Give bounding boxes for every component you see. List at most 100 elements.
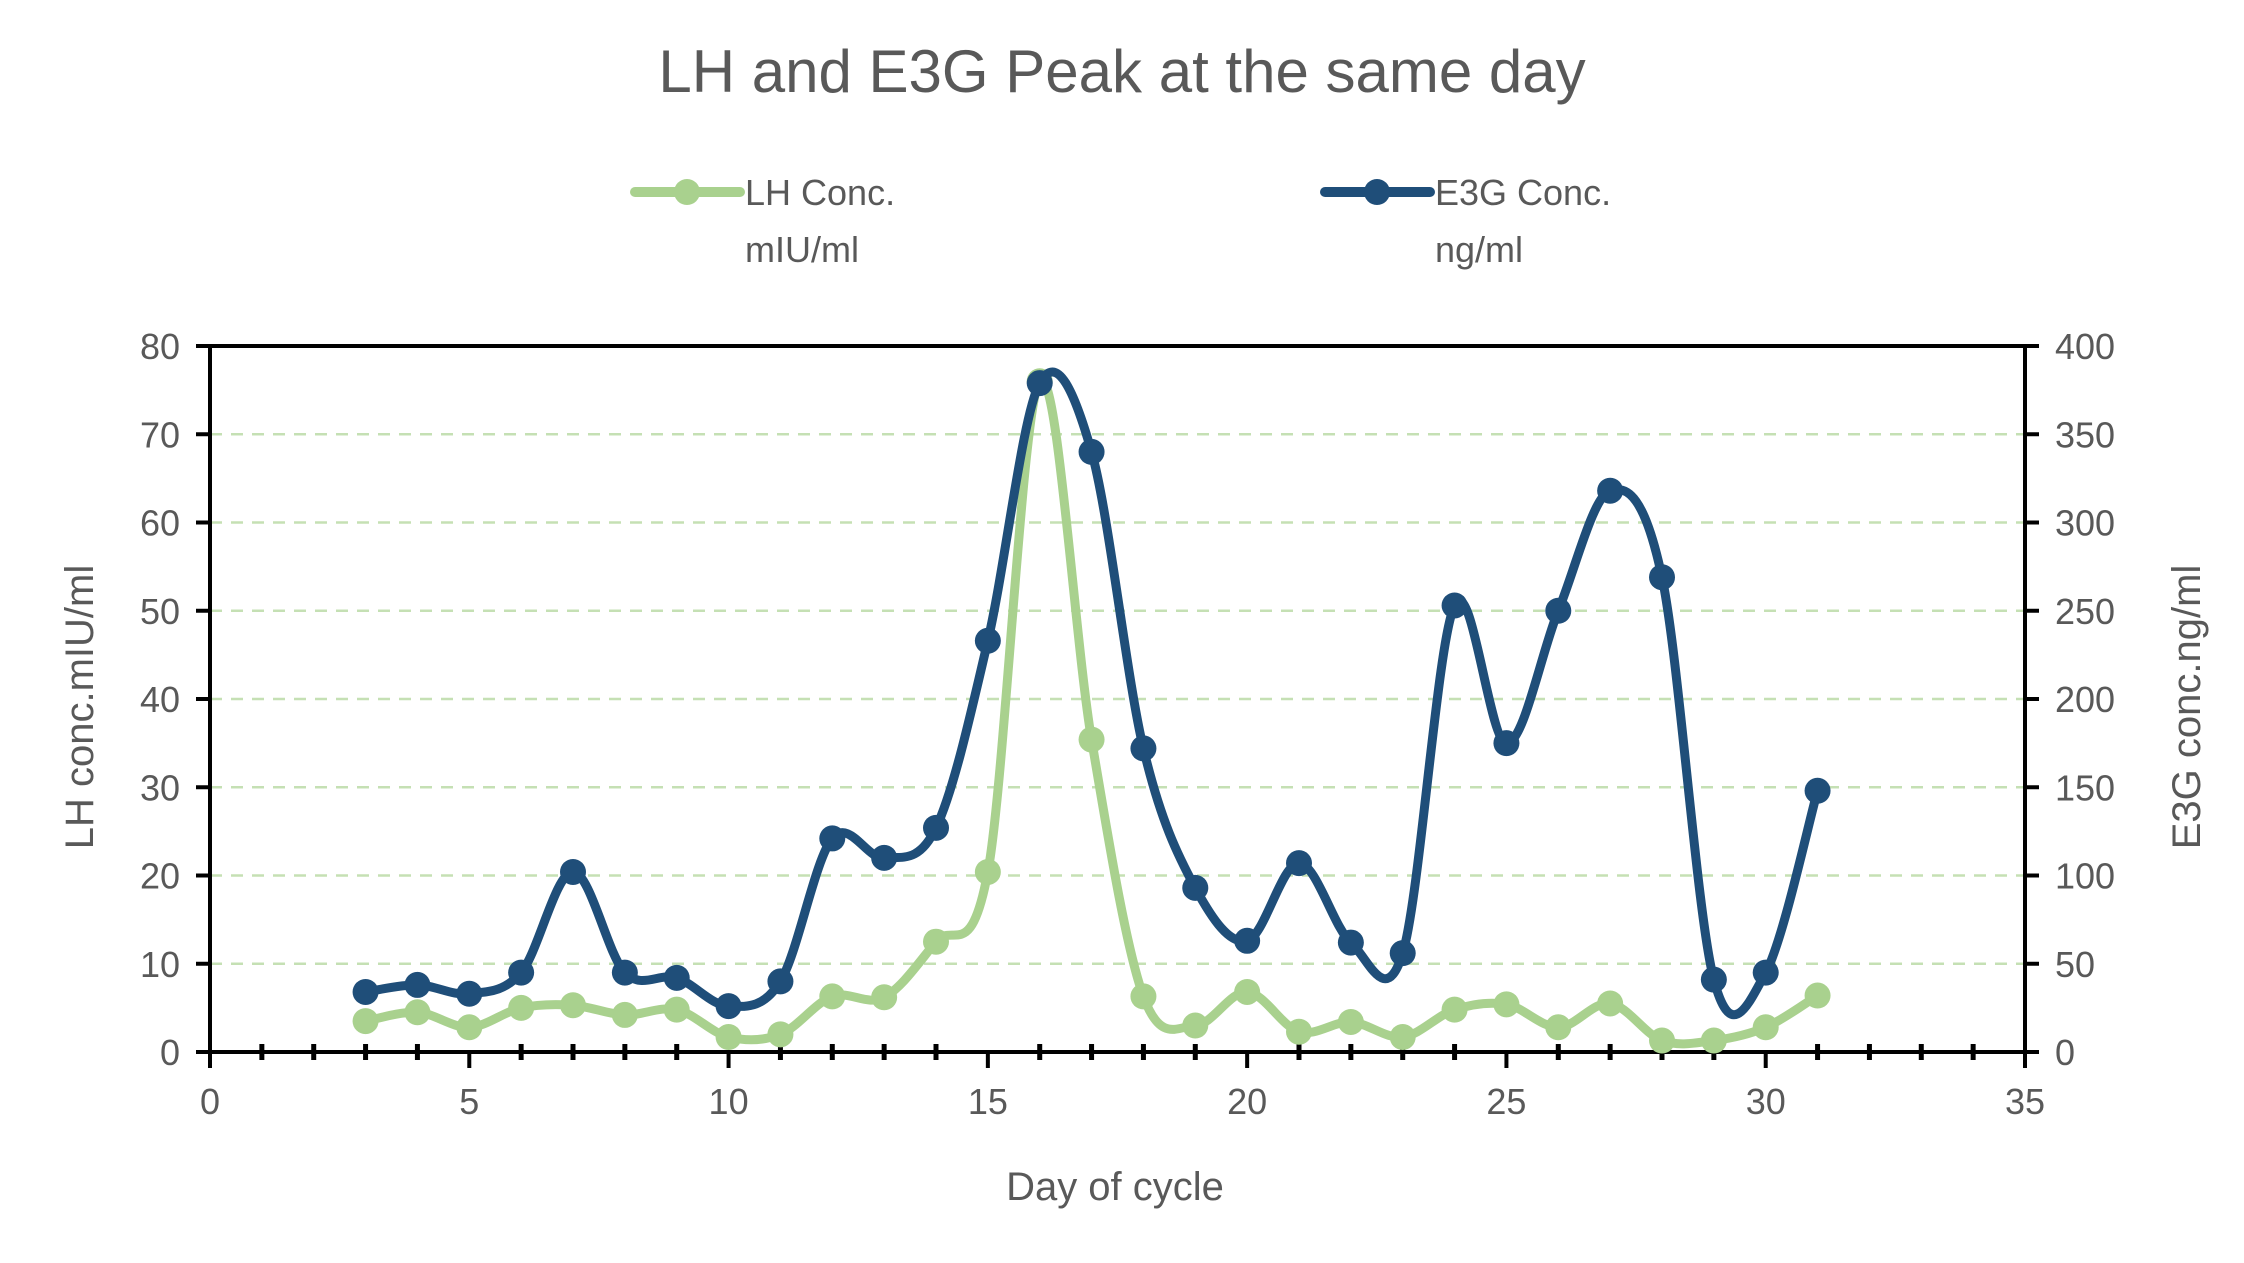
data-point-lh <box>1804 982 1831 1009</box>
x-tick-label: 15 <box>968 1081 1008 1122</box>
data-point-lh <box>1337 1008 1364 1035</box>
data-point-e3g <box>1545 597 1572 624</box>
data-point-lh <box>1597 990 1624 1017</box>
y-left-tick-label: 10 <box>140 944 180 985</box>
data-point-e3g <box>1597 477 1624 504</box>
x-tick-label: 25 <box>1486 1081 1526 1122</box>
y-right-tick-label: 350 <box>2055 414 2115 455</box>
series-line-e3g <box>361 367 1823 1020</box>
data-point-e3g <box>1026 370 1053 397</box>
legend-unit-lh: mIU/ml <box>745 229 859 270</box>
y-left-tick-label: 20 <box>140 856 180 897</box>
data-point-e3g <box>611 959 638 986</box>
data-point-e3g <box>974 627 1001 654</box>
legend: LH Conc. mIU/ml E3G Conc. ng/ml <box>630 172 1611 270</box>
data-point-lh <box>404 999 431 1026</box>
data-point-lh <box>1493 991 1520 1018</box>
legend-label-e3g: E3G Conc. <box>1435 172 1611 213</box>
data-point-lh <box>1700 1027 1727 1054</box>
y-left-tick-label: 50 <box>140 591 180 632</box>
data-point-e3g <box>871 844 898 871</box>
data-point-lh <box>1130 983 1157 1010</box>
data-point-lh <box>974 858 1001 885</box>
y-right-tick-label: 400 <box>2055 326 2115 367</box>
data-point-e3g <box>1286 850 1312 877</box>
y-left-tick-label: 70 <box>140 414 180 455</box>
legend-item-lh[interactable]: LH Conc. mIU/ml <box>630 172 895 270</box>
y-axis-right-title: E3G conc.ng/ml <box>2165 565 2209 850</box>
data-point-e3g <box>1078 438 1105 465</box>
data-point-lh <box>560 992 586 1019</box>
legend-marker-e3g <box>1364 179 1390 205</box>
y-right-tick-label: 200 <box>2055 679 2115 720</box>
data-point-e3g <box>352 978 379 1005</box>
y-right-tick-label: 250 <box>2055 591 2115 632</box>
data-point-lh <box>767 1021 794 1048</box>
y-left-tick-label: 80 <box>140 326 180 367</box>
data-point-e3g <box>1649 564 1675 591</box>
data-point-e3g <box>715 993 742 1020</box>
data-point-e3g <box>1130 735 1157 762</box>
data-point-e3g <box>1700 966 1727 993</box>
data-point-e3g <box>1234 927 1261 954</box>
legend-label-lh: LH Conc. <box>745 172 895 213</box>
data-point-e3g <box>1493 730 1520 757</box>
data-point-e3g <box>560 858 586 885</box>
data-point-lh <box>1752 1014 1779 1041</box>
x-tick-label: 20 <box>1227 1081 1267 1122</box>
chart-title: LH and E3G Peak at the same day <box>658 38 1585 105</box>
data-point-e3g <box>663 964 690 991</box>
series-lh <box>352 368 1831 1054</box>
data-point-e3g <box>1752 959 1779 986</box>
data-point-lh <box>456 1014 483 1041</box>
data-point-lh <box>1649 1027 1675 1054</box>
data-point-lh <box>819 983 846 1010</box>
series-e3g <box>352 367 1831 1020</box>
data-point-lh <box>1182 1012 1209 1039</box>
data-point-lh <box>1441 996 1468 1023</box>
y-left-tick-label: 40 <box>140 679 180 720</box>
data-point-lh <box>663 996 690 1023</box>
data-point-e3g <box>923 814 949 841</box>
y-right-tick-label: 50 <box>2055 944 2095 985</box>
y-right-tick-label: 300 <box>2055 503 2115 544</box>
data-point-e3g <box>1337 929 1364 956</box>
data-point-lh <box>611 1001 638 1028</box>
x-tick-label: 30 <box>1746 1081 1786 1122</box>
data-point-e3g <box>1804 777 1831 804</box>
y-right-tick-label: 150 <box>2055 767 2115 808</box>
x-tick-label: 35 <box>2005 1081 2045 1122</box>
data-point-lh <box>1078 726 1105 753</box>
x-axis-title: Day of cycle <box>1006 1165 1224 1209</box>
axes: 0 10 20 30 40 50 60 70 80 0 50 100 150 200 250 300 350 40… <box>140 326 2115 1122</box>
data-point-e3g <box>1441 592 1468 619</box>
series-line-lh <box>361 375 1823 1049</box>
data-point-lh <box>923 928 949 955</box>
x-tick-label: 0 <box>200 1081 220 1122</box>
data-point-e3g <box>819 825 846 852</box>
y-left-tick-label: 30 <box>140 767 180 808</box>
data-point-lh <box>508 994 535 1021</box>
data-point-lh <box>352 1008 379 1035</box>
data-point-lh <box>1234 978 1261 1005</box>
legend-marker-lh <box>674 179 700 205</box>
data-point-e3g <box>767 968 794 995</box>
x-tick-label: 5 <box>459 1081 479 1122</box>
data-point-e3g <box>456 980 483 1007</box>
data-point-lh <box>715 1023 742 1050</box>
legend-unit-e3g: ng/ml <box>1435 229 1523 270</box>
x-tick-label: 10 <box>709 1081 749 1122</box>
y-right-tick-label: 100 <box>2055 856 2115 897</box>
data-point-e3g <box>1389 940 1416 967</box>
data-point-e3g <box>404 971 431 998</box>
data-point-e3g <box>1182 874 1209 901</box>
y-left-tick-label: 0 <box>160 1032 180 1073</box>
y-left-tick-label: 60 <box>140 503 180 544</box>
legend-item-e3g[interactable]: E3G Conc. ng/ml <box>1320 172 1611 270</box>
data-point-lh <box>1545 1014 1572 1041</box>
data-point-e3g <box>508 959 535 986</box>
data-point-lh <box>1286 1018 1312 1045</box>
data-point-lh <box>1389 1023 1416 1050</box>
